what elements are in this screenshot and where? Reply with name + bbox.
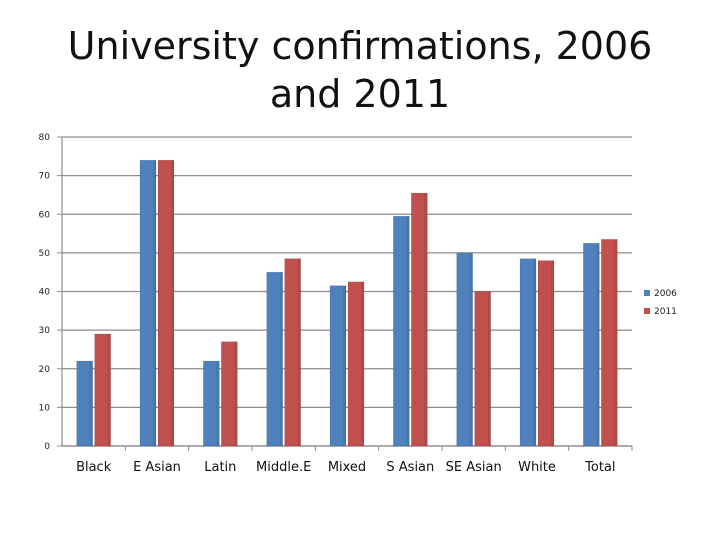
bar-2011-black xyxy=(94,333,111,447)
legend-swatch-2006 xyxy=(644,290,650,296)
bar-2011-e-asian xyxy=(157,159,175,447)
y-tick-label-50: 50 xyxy=(39,249,51,259)
bar-2011-latin xyxy=(221,341,238,447)
y-axis: 0 10 20 30 40 50 60 70 80 xyxy=(39,133,63,452)
bar-2011-s-asian xyxy=(411,192,428,447)
bar-shade xyxy=(614,239,618,446)
y-tick-label-80: 80 xyxy=(39,133,51,143)
legend: 2006 2011 xyxy=(644,289,677,317)
x-tick-label-black: Black xyxy=(76,460,112,475)
x-tick-label-middle-e: Middle.E xyxy=(256,460,311,475)
bar-2006-mixed xyxy=(329,285,347,447)
bar-shade xyxy=(533,258,536,446)
bar-2006-se-asian xyxy=(456,252,473,447)
x-tick-label-se-asian: SE Asian xyxy=(446,460,502,475)
bar-2006-e-asian xyxy=(139,159,157,447)
x-tick-label-white: White xyxy=(518,460,556,475)
legend-swatch-2011 xyxy=(644,308,650,314)
bar-2011-middle-e xyxy=(284,258,301,447)
bar-shade xyxy=(107,333,111,446)
bar-shade xyxy=(361,281,364,446)
bar-2006-latin xyxy=(203,360,220,447)
bar-2011-total xyxy=(601,239,618,447)
gridlines xyxy=(62,136,632,447)
bar-shade xyxy=(343,285,346,446)
y-tick-label-10: 10 xyxy=(39,403,51,413)
bar-shade xyxy=(551,260,554,446)
y-tick-label-30: 30 xyxy=(39,326,51,336)
bar-shade xyxy=(89,361,93,446)
bar-2011-se-asian xyxy=(474,291,491,447)
bar-shade xyxy=(406,216,410,446)
legend-label-2011: 2011 xyxy=(654,307,677,317)
bar-shade xyxy=(297,258,301,446)
x-tick-label-total: Total xyxy=(584,460,615,475)
legend-label-2006: 2006 xyxy=(654,289,677,299)
bar-2006-black xyxy=(76,360,93,447)
bar-2006-total xyxy=(583,242,600,447)
bar-shade xyxy=(487,291,491,446)
x-axis: Black E Asian Latin Middle.E Mixed S Asian SE … xyxy=(62,445,633,475)
bar-2011-white xyxy=(537,260,555,447)
x-tick-label-s-asian: S Asian xyxy=(386,460,434,475)
bar-shade xyxy=(424,193,428,446)
y-tick-label-0: 0 xyxy=(44,442,50,452)
y-tick-label-40: 40 xyxy=(39,288,51,298)
bar-shade xyxy=(596,243,600,446)
x-tick-label-e-asian: E Asian xyxy=(133,460,181,475)
y-tick-label-70: 70 xyxy=(39,172,51,182)
x-tick-label-mixed: Mixed xyxy=(328,460,366,475)
bar-shade xyxy=(279,272,283,446)
bar-2011-mixed xyxy=(347,281,365,447)
bar-shade xyxy=(171,160,174,447)
bar-2006-white xyxy=(519,258,537,447)
bar-2006-middle-e xyxy=(266,271,283,447)
bar-shade xyxy=(153,160,156,447)
y-tick-label-60: 60 xyxy=(39,210,51,220)
chart-title: University confirmations, 2006 and 2011 xyxy=(60,22,660,118)
bar-2006-s-asian xyxy=(393,215,410,447)
bar-shade xyxy=(234,341,238,446)
chart-title-text: University confirmations, 2006 and 2011 xyxy=(67,24,653,116)
bar-shade xyxy=(216,361,220,446)
x-tick-label-latin: Latin xyxy=(204,460,236,475)
bar-shade xyxy=(469,252,473,446)
y-tick-label-20: 20 xyxy=(39,365,51,375)
bars xyxy=(76,159,618,447)
